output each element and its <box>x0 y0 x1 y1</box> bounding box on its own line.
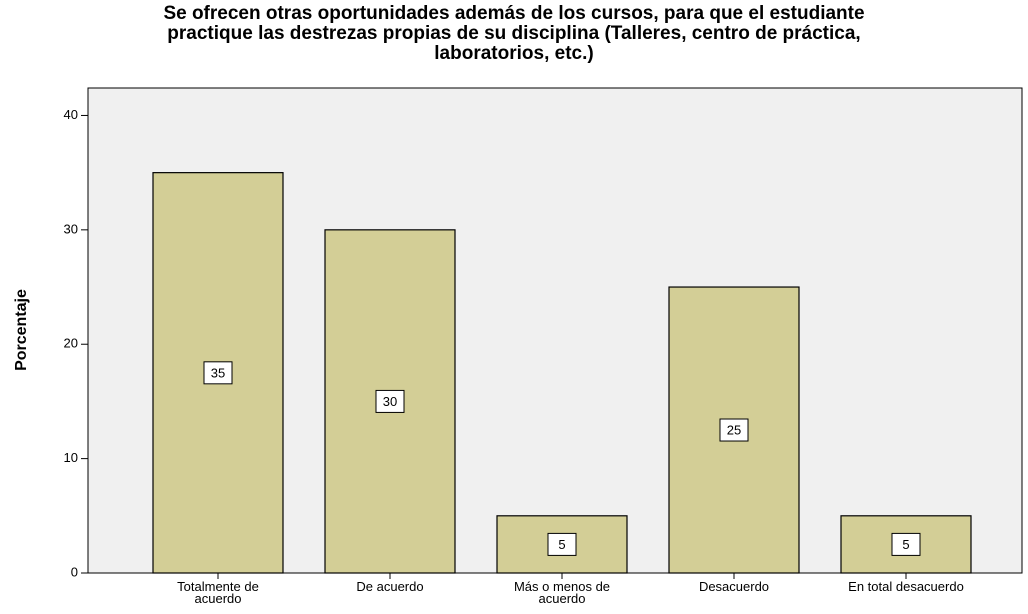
value-label-box <box>203 361 233 385</box>
chart-title: Se ofrecen otras oportunidades además de… <box>163 3 865 64</box>
value-label: 30 <box>383 394 397 409</box>
y-tick-label: 0 <box>71 564 78 579</box>
y-tick-label: 40 <box>64 107 78 122</box>
x-tick-label: En total desacuerdo <box>848 579 964 594</box>
value-label: 35 <box>211 365 225 380</box>
x-tick-label: Desacuerdo <box>698 579 770 594</box>
value-label: 5 <box>558 537 565 552</box>
x-tick-label: De acuerdo <box>356 579 424 594</box>
y-tick-label: 20 <box>64 336 78 351</box>
y-tick-label: 30 <box>64 221 78 236</box>
x-tick-label: Totalmente de acuerdo <box>177 579 259 606</box>
value-label-box <box>547 532 577 556</box>
y-tick-label: 10 <box>64 450 78 465</box>
value-label-box <box>375 389 405 413</box>
x-tick-label: Más o menos de acuerdo <box>513 579 611 606</box>
value-label-box <box>719 418 749 442</box>
value-label: 5 <box>902 537 909 552</box>
value-label: 25 <box>727 422 741 437</box>
value-label-box <box>891 532 921 556</box>
y-axis-label: Porcentaje <box>13 289 30 371</box>
